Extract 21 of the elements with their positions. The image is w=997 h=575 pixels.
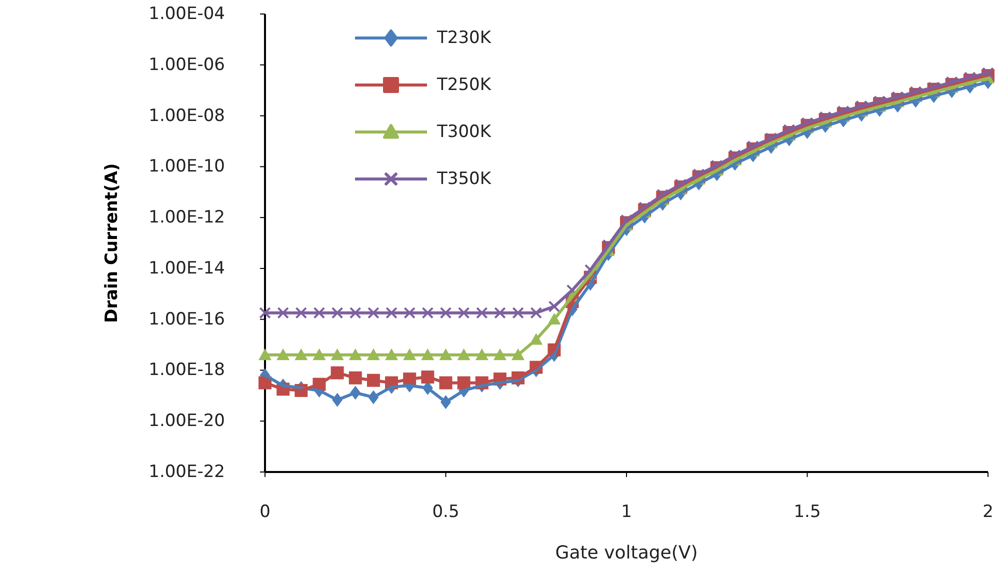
legend-label: T300K — [436, 122, 492, 142]
y-tick-label: 1.00E-14 — [148, 258, 225, 278]
y-tick-label: 1.00E-06 — [148, 54, 225, 75]
y-tick-label: 1.00E-20 — [148, 411, 225, 432]
y-tick-label: 1.00E-22 — [148, 462, 225, 482]
y-tick-label: 1.00E-10 — [148, 156, 225, 177]
y-tick-label: 1.00E-16 — [148, 309, 225, 330]
x-tick-label: 0.5 — [432, 502, 460, 522]
x-tick-label: 2 — [982, 502, 994, 522]
y-axis-title: Drain Current(A) — [102, 163, 122, 323]
x-axis-title: Gate voltage(V) — [555, 542, 698, 564]
x-tick-label: 1 — [621, 502, 632, 522]
y-tick-label: 1.00E-12 — [148, 208, 225, 228]
x-tick-label: 1.5 — [794, 502, 821, 522]
y-tick-label: 1.00E-04 — [148, 4, 225, 24]
x-tick-label: 0 — [260, 502, 270, 522]
legend-label: T250K — [436, 75, 492, 95]
legend-label: T350K — [436, 169, 492, 189]
legend-label: T230K — [436, 28, 492, 48]
y-tick-label: 1.00E-08 — [148, 106, 225, 126]
y-tick-label: 1.00E-18 — [148, 360, 225, 380]
